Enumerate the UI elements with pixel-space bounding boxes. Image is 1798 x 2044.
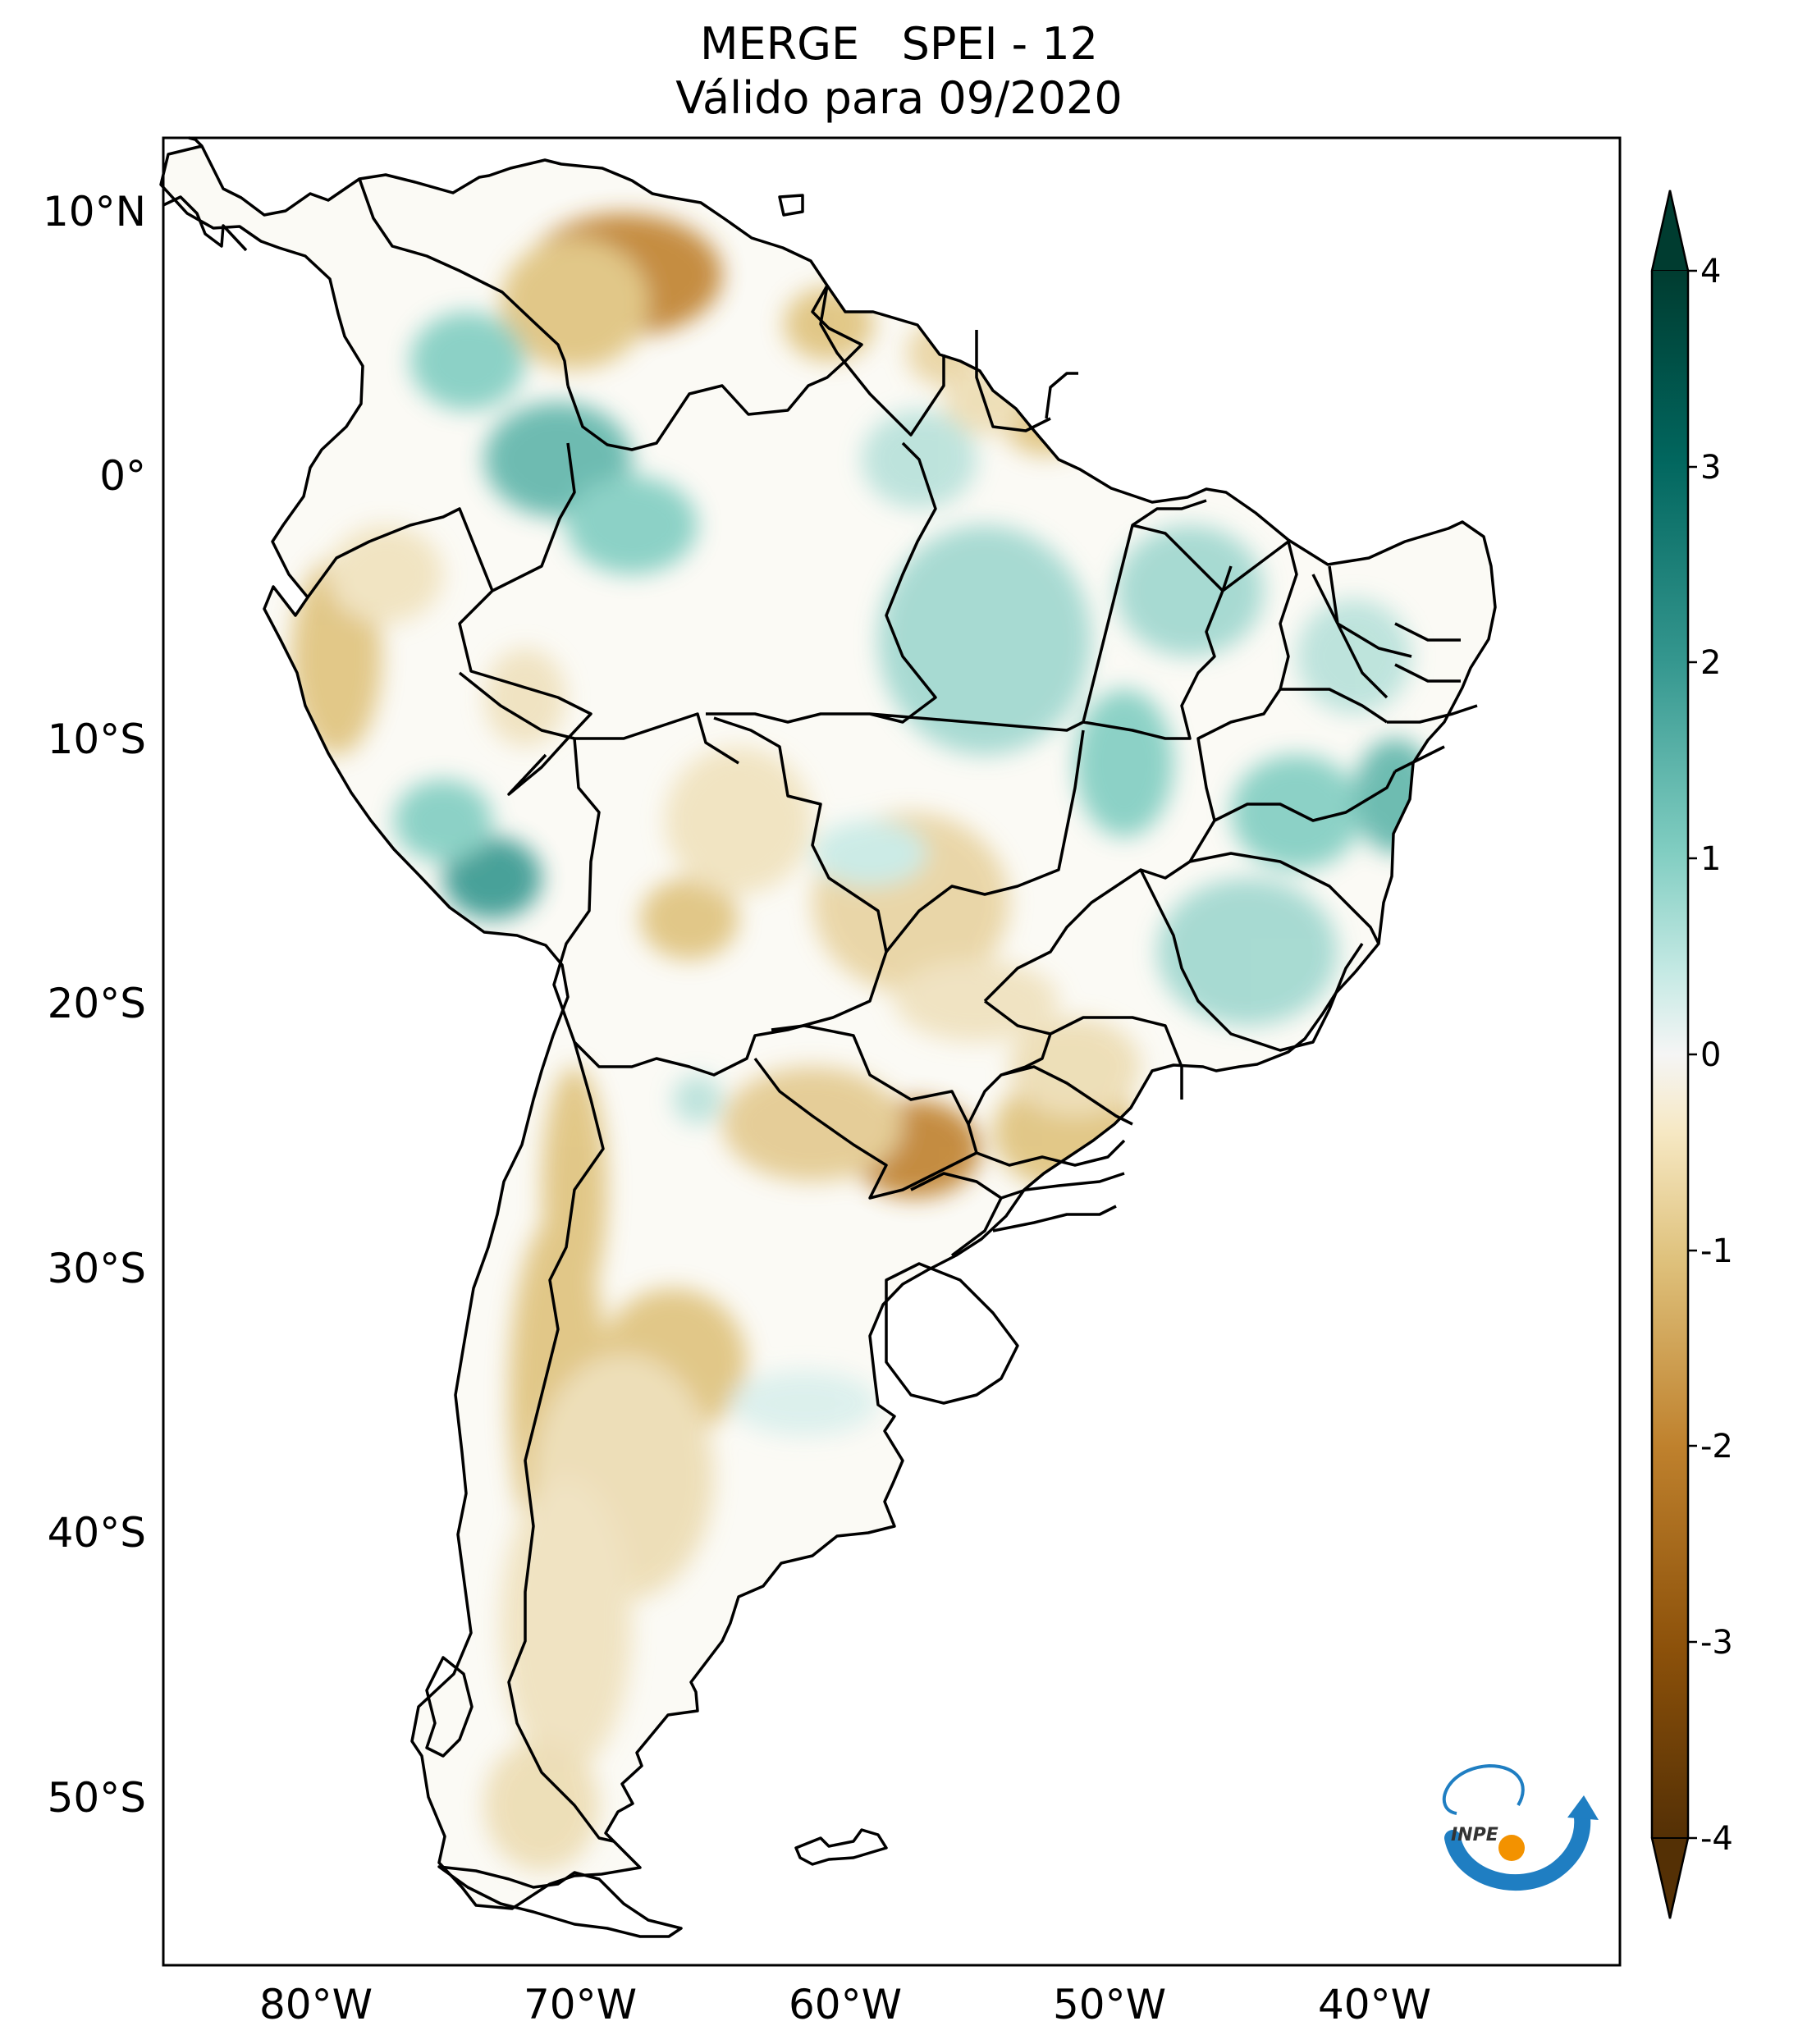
border-argentina-chile xyxy=(507,1041,615,1843)
colorbar-labels: 4 3 2 1 0 -1 -2 -3 -4 xyxy=(1700,253,1733,1858)
colorbar-tick-label: 1 xyxy=(1700,840,1721,878)
lat-label: 10°N xyxy=(43,188,146,235)
lon-label: 80°W xyxy=(259,1981,373,2028)
border-ecuador xyxy=(306,507,494,599)
lon-label: 50°W xyxy=(1053,1981,1166,2028)
lat-label: 40°S xyxy=(48,1509,146,1557)
colorbar-tick-label: 3 xyxy=(1700,449,1721,487)
lat-label: 30°S xyxy=(48,1245,146,1292)
colorbar-tick-label: -2 xyxy=(1700,1428,1733,1466)
colorbar-tick-label: -3 xyxy=(1700,1624,1733,1662)
border-suriname xyxy=(975,330,1051,432)
lon-label: 70°W xyxy=(524,1981,637,2028)
colorbar-tick-label: -4 xyxy=(1700,1820,1733,1858)
longitude-labels: 80°W 70°W 60°W 50°W 40°W xyxy=(259,1981,1431,2028)
lat-label: 20°S xyxy=(48,980,146,1027)
border-uruguay xyxy=(885,1262,1019,1405)
lon-label: 60°W xyxy=(789,1981,902,2028)
colorbar-tick-label: 4 xyxy=(1700,253,1721,290)
border-bolivia xyxy=(552,716,888,1077)
inpe-logo-text: INPE xyxy=(1451,1825,1498,1845)
border-brazil-argentina xyxy=(910,1172,1003,1257)
colorbar-ticks xyxy=(1688,269,1697,1840)
map-frame xyxy=(162,136,1622,1967)
border-peru-brazil xyxy=(458,671,739,765)
brazil-states xyxy=(706,441,1478,1232)
inpe-logo: INPE xyxy=(1442,1763,1599,1891)
border-french-guiana xyxy=(1045,372,1078,419)
colorbar-tick-label: 2 xyxy=(1700,644,1721,682)
border-paraguay xyxy=(753,1024,978,1200)
map-subtitle: Válido para 09/2020 xyxy=(675,72,1123,124)
falkland-islands xyxy=(794,1828,888,1866)
colorbar-tick-label: 0 xyxy=(1700,1036,1721,1074)
lat-label: 10°S xyxy=(48,716,146,763)
colorbar-extend-min xyxy=(1650,1837,1690,1919)
border-colombia-venezuela xyxy=(358,178,570,386)
latitude-labels: 10°N 0° 10°S 20°S 30°S 40°S 50°S xyxy=(43,188,146,1822)
lat-label: 0° xyxy=(99,452,146,500)
border-colombia-brazil-peru xyxy=(458,442,592,796)
border-venezuela-brazil xyxy=(566,285,863,451)
tierra-del-fuego xyxy=(437,1865,683,1938)
border-guyana xyxy=(819,285,945,437)
lat-label: 50°S xyxy=(48,1774,146,1822)
trinidad xyxy=(778,194,804,217)
colorbar: 4 3 2 1 0 -1 -2 -3 -4 xyxy=(1650,190,1733,1919)
colorbar-tick-label: -1 xyxy=(1700,1232,1733,1270)
country-borders xyxy=(159,136,1497,1938)
lon-label: 40°W xyxy=(1318,1981,1431,2028)
colorbar-extend-max xyxy=(1650,190,1690,272)
chilean-islands xyxy=(425,1656,474,1758)
colorbar-gradient xyxy=(1652,271,1688,1838)
map-title: MERGE SPEI - 12 xyxy=(699,18,1099,70)
